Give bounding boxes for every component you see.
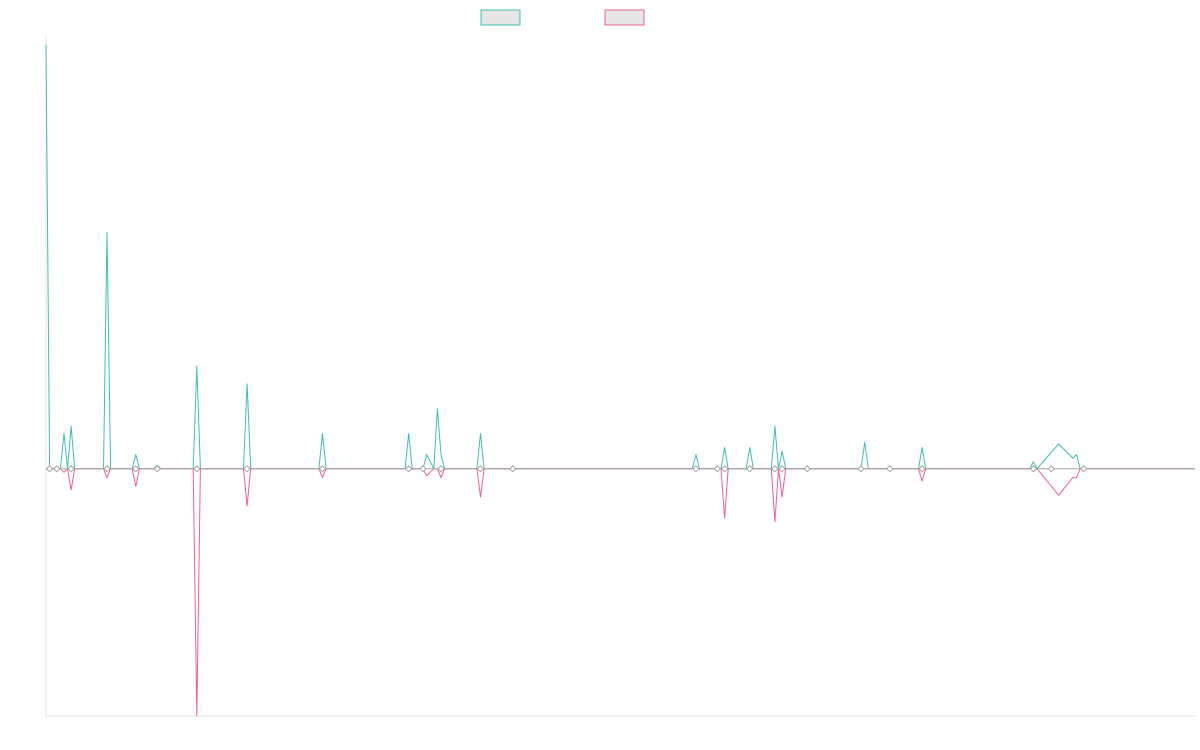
baseline-marker xyxy=(1029,465,1038,473)
baseline-marker xyxy=(886,465,894,473)
baseline-marker xyxy=(509,465,517,473)
baseline-marker xyxy=(857,465,865,473)
legend-swatch-series-2[interactable] xyxy=(604,9,645,26)
chart-legend[interactable] xyxy=(480,9,645,26)
baseline-marker xyxy=(103,465,111,473)
chart-axes xyxy=(45,36,1195,717)
baseline-marker xyxy=(243,465,251,473)
series-layer xyxy=(45,44,1195,717)
baseline-marker xyxy=(419,465,427,473)
baseline-marker xyxy=(45,465,54,473)
baseline-marker xyxy=(437,465,445,473)
baseline-marker xyxy=(476,465,485,473)
baseline-marker xyxy=(918,465,926,473)
baseline-marker xyxy=(318,465,327,473)
series-1-line xyxy=(45,44,1195,470)
baseline-marker xyxy=(778,465,786,473)
baseline-marker xyxy=(692,465,700,473)
baseline-marker xyxy=(1047,465,1056,473)
baseline-marker xyxy=(1079,465,1088,473)
legend-swatch-series-1[interactable] xyxy=(480,9,521,26)
baseline-marker xyxy=(153,465,162,473)
baseline-marker xyxy=(713,465,722,473)
baseline-marker xyxy=(803,465,811,473)
baseline-marker xyxy=(404,465,413,473)
baseline-marker xyxy=(53,465,61,473)
baseline-marker xyxy=(771,465,779,473)
baseline-marker xyxy=(67,465,75,473)
baseline-marker xyxy=(746,465,754,473)
series-2-line xyxy=(46,468,1195,717)
baseline-marker xyxy=(193,465,201,473)
marker-layer xyxy=(45,465,1088,473)
baseline-marker xyxy=(132,465,140,473)
baseline-marker xyxy=(720,465,729,473)
